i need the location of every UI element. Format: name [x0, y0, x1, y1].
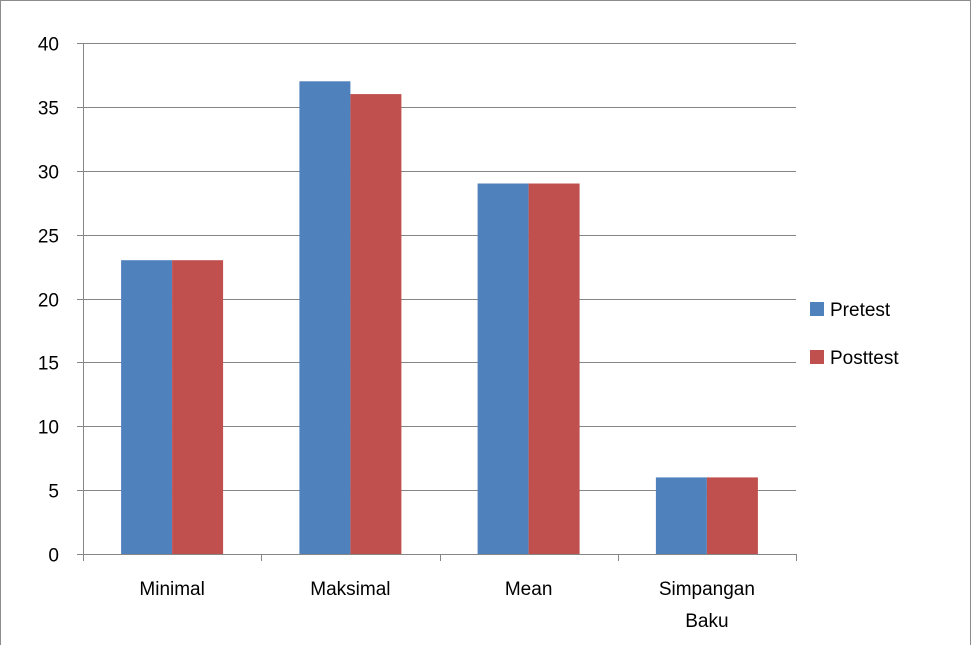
bar-posttest-2: [528, 183, 580, 554]
x-category-label-3-line-1: Baku: [685, 611, 728, 632]
bar-pretest-1: [299, 81, 351, 555]
bar-pretest-3: [655, 477, 707, 554]
y-tick-label-40: 40: [38, 35, 59, 56]
bar-posttest-3: [706, 477, 758, 554]
x-category-label-2: Mean: [505, 579, 553, 600]
bar-pretest-0: [121, 260, 173, 554]
legend-label-pretest: Pretest: [830, 300, 891, 321]
y-tick-label-10: 10: [38, 418, 59, 439]
y-tick-label-15: 15: [38, 354, 59, 375]
y-tick-label-25: 25: [38, 227, 59, 248]
x-category-label-3-line-0: Simpangan: [659, 579, 755, 600]
y-tick-label-5: 5: [48, 482, 59, 503]
y-tick-label-35: 35: [38, 99, 59, 120]
legend-label-posttest: Posttest: [830, 348, 899, 369]
y-tick-label-0: 0: [48, 546, 59, 567]
bar-posttest-1: [350, 94, 402, 554]
x-category-label-1: Maksimal: [310, 579, 390, 600]
legend-swatch-pretest: [810, 302, 824, 316]
y-tick-label-20: 20: [38, 291, 59, 312]
legend-swatch-posttest: [810, 350, 824, 364]
legend: Pretest Posttest: [810, 300, 899, 369]
bar-pretest-2: [477, 183, 529, 554]
bar-posttest-0: [172, 260, 224, 554]
axes: 0 5 10 15 20 25 30 35 40 Minimal Maksimal Mean Simpa…: [38, 35, 797, 632]
x-category-label-0: Minimal: [139, 579, 204, 600]
y-tick-label-30: 30: [38, 163, 59, 184]
bars: [121, 81, 758, 555]
